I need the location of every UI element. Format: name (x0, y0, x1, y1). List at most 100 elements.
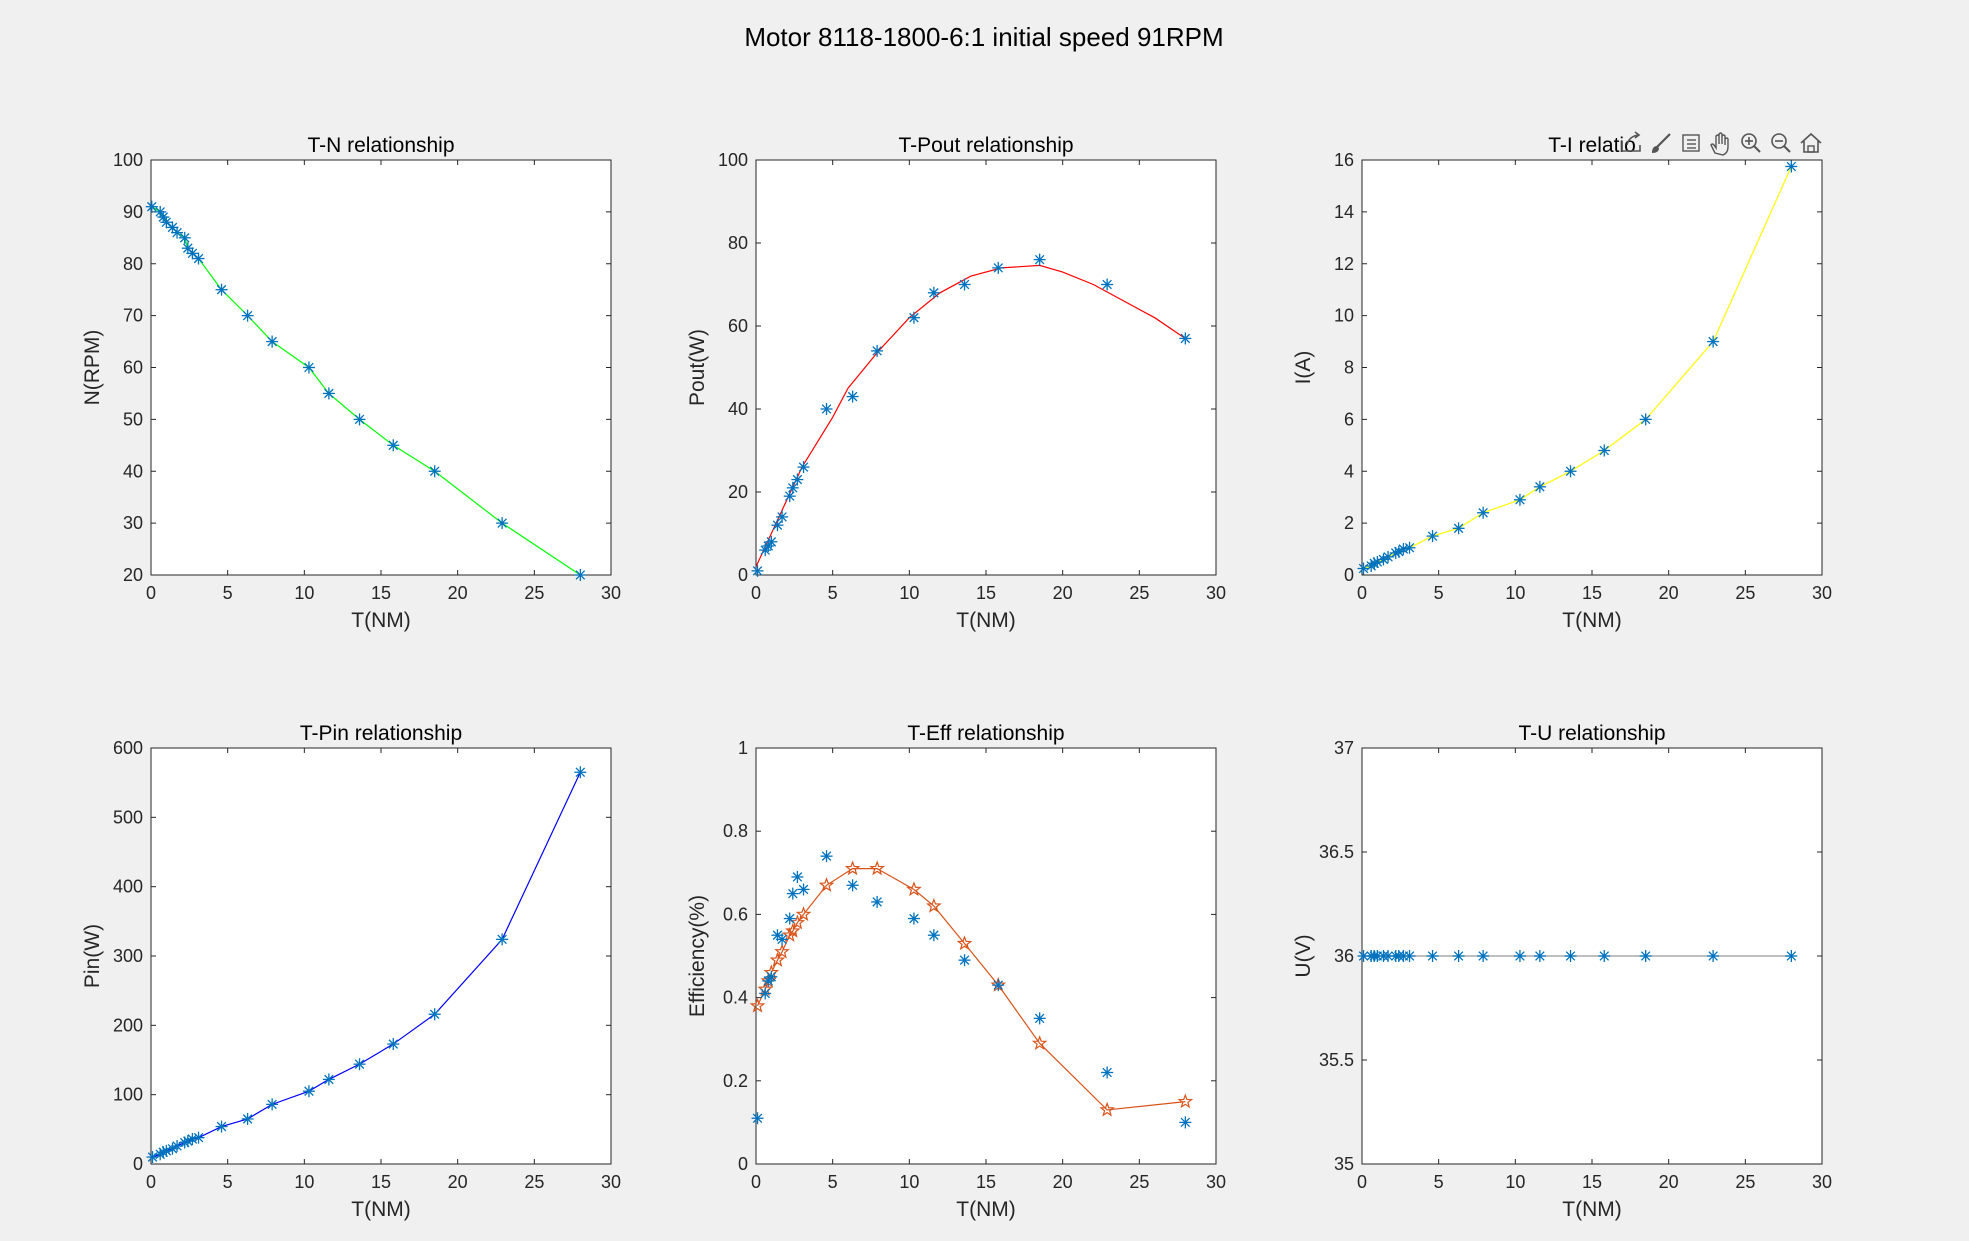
x-tick-label: 10 (294, 583, 314, 603)
data-point-marker (322, 387, 335, 400)
data-point-marker (776, 510, 789, 523)
x-tick-label: 30 (1206, 1172, 1226, 1192)
x-tick-label: 30 (1812, 1172, 1832, 1192)
x-tick-label: 30 (601, 1172, 621, 1192)
x-tick-label: 0 (146, 583, 156, 603)
data-point-marker (302, 1085, 315, 1098)
fit-star-marker (769, 951, 786, 967)
data-point-marker (241, 309, 254, 322)
y-tick-label: 300 (113, 946, 143, 966)
data-point-marker (1513, 950, 1526, 962)
zoom-in-icon[interactable] (1738, 130, 1764, 156)
x-tick-label: 0 (1357, 1172, 1367, 1192)
data-point-marker (154, 1148, 167, 1161)
y-axis-label: Pout(W) (686, 329, 709, 406)
pan-hand-icon[interactable] (1708, 130, 1734, 156)
data-point-marker (783, 490, 796, 503)
y-tick-label: 35.5 (1319, 1050, 1354, 1070)
data-point-marker (322, 1073, 335, 1086)
home-icon[interactable] (1798, 130, 1824, 156)
data-point-marker (574, 766, 587, 779)
y-tick-label: 70 (123, 306, 143, 326)
data-point-marker (765, 535, 778, 548)
data-point-marker (927, 286, 940, 299)
data-point-marker (871, 344, 884, 357)
data-point-marker (759, 987, 772, 1000)
x-tick-label: 25 (1735, 583, 1755, 603)
x-tick-label: 30 (1206, 583, 1226, 603)
x-axis-label: T(NM) (351, 1198, 410, 1221)
y-tick-label: 2 (1344, 513, 1354, 533)
fit-star-marker (926, 897, 942, 913)
y-tick-label: 0 (1344, 565, 1354, 585)
axes-title: T-N relationship (307, 134, 454, 157)
data-point-marker (1179, 1116, 1192, 1129)
x-tick-label: 5 (828, 1172, 838, 1192)
data-point-marker (181, 1135, 194, 1148)
data-point-marker (1785, 160, 1798, 173)
plot-area[interactable] (755, 159, 1217, 576)
plot-area[interactable] (755, 747, 1217, 1165)
y-tick-label: 0 (738, 565, 748, 585)
x-axis-label: T(NM) (1562, 1198, 1621, 1221)
axes-teff: 0 5 10 15 20 25 30 0 0.2 0.4 0.6 0.8 1 T-Eff relation… (686, 722, 1226, 1221)
x-tick-label: 5 (223, 1172, 233, 1192)
data-point-marker (428, 465, 441, 478)
x-tick-label: 25 (1129, 583, 1149, 603)
data-point-marker (266, 335, 279, 348)
plot-area[interactable] (150, 159, 612, 576)
data-point-marker (186, 247, 199, 260)
x-tick-label: 0 (751, 1172, 761, 1192)
x-tick-label: 10 (294, 1172, 314, 1192)
axes-toolbar (1618, 130, 1824, 156)
x-tick-label: 20 (1053, 583, 1073, 603)
axes-tpout: 0 5 10 15 20 25 30 0 20 40 60 80 100 T-Pout relations… (686, 134, 1226, 632)
y-tick-label: 20 (123, 565, 143, 585)
fit-star-marker (818, 877, 835, 892)
datatip-icon[interactable] (1678, 130, 1704, 156)
data-point-marker (241, 1112, 254, 1125)
data-point-marker (266, 1098, 279, 1111)
axes-title: T-U relationship (1518, 722, 1665, 745)
y-tick-label: 0.2 (723, 1071, 748, 1091)
plot-area[interactable] (150, 747, 612, 1165)
x-tick-label: 20 (1659, 583, 1679, 603)
x-tick-label: 30 (1812, 583, 1832, 603)
axes-title: T-Pout relationship (898, 134, 1073, 157)
zoom-out-icon[interactable] (1768, 130, 1794, 156)
x-axis-label: T(NM) (956, 609, 1015, 632)
data-point-marker (751, 564, 764, 577)
x-tick-label: 15 (1582, 1172, 1602, 1192)
x-tick-label: 0 (146, 1172, 156, 1192)
y-tick-label: 8 (1344, 358, 1354, 378)
plot-area[interactable] (1361, 159, 1823, 576)
x-tick-label: 0 (1357, 583, 1367, 603)
brush-icon[interactable] (1648, 130, 1674, 156)
figure-title: Motor 8118-1800-6:1 initial speed 91RPM (744, 22, 1223, 52)
y-tick-label: 12 (1334, 254, 1354, 274)
x-axis-label: T(NM) (351, 609, 410, 632)
y-tick-label: 400 (113, 877, 143, 897)
x-tick-label: 15 (371, 1172, 391, 1192)
data-point-marker (1426, 530, 1439, 543)
y-tick-label: 90 (123, 202, 143, 222)
x-tick-label: 25 (1129, 1172, 1149, 1192)
data-point-marker (302, 361, 315, 374)
fit-star-marker (784, 922, 801, 938)
export-icon[interactable] (1618, 130, 1644, 156)
data-point-marker (1785, 950, 1798, 962)
data-point-marker (353, 413, 366, 426)
data-point-marker (1033, 253, 1046, 266)
data-point-marker (1452, 950, 1465, 962)
fit-star-marker (1177, 1093, 1194, 1109)
data-point-marker (160, 216, 173, 229)
x-tick-label: 20 (1659, 1172, 1679, 1192)
x-tick-label: 15 (371, 583, 391, 603)
fit-star-marker (749, 997, 766, 1013)
data-point-marker (574, 569, 587, 581)
x-tick-label: 5 (223, 583, 233, 603)
data-point-marker (958, 278, 971, 291)
x-tick-label: 5 (1434, 1172, 1444, 1192)
y-tick-label: 4 (1344, 461, 1354, 481)
